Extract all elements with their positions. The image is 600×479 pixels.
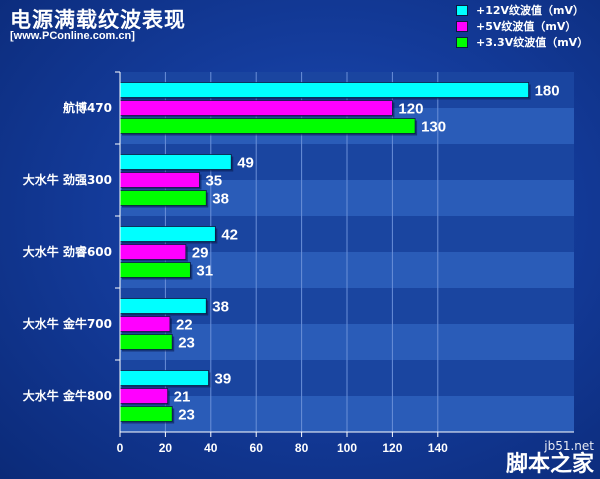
legend-item-3v3: +3.3V纹波值（mV） xyxy=(456,34,588,50)
x-tick-label: 140 xyxy=(428,441,448,455)
category-label: 大水牛 金牛800 xyxy=(23,388,112,403)
x-tick-label: 100 xyxy=(337,441,357,455)
legend-item-5v: +5V纹波值（mV） xyxy=(456,18,588,34)
bar-value-label: 21 xyxy=(174,389,191,406)
bar-value-label: 22 xyxy=(176,317,193,334)
bar xyxy=(119,118,416,134)
bar-value-label: 180 xyxy=(535,83,560,100)
bar-value-label: 29 xyxy=(192,245,209,262)
bar xyxy=(119,370,209,386)
category-label: 大水牛 金牛700 xyxy=(23,316,112,331)
bar-value-label: 23 xyxy=(178,407,195,424)
bar xyxy=(119,154,232,170)
x-tick-label: 80 xyxy=(295,441,309,455)
bar xyxy=(119,190,207,206)
category-labels: 航博470 大水牛 劲强300 大水牛 劲睿600 大水牛 金牛700 大水牛 金牛80… xyxy=(23,100,112,403)
category-label: 大水牛 劲强300 xyxy=(23,172,112,187)
bar xyxy=(119,82,530,98)
bar-value-label: 35 xyxy=(205,173,222,190)
x-tick-label: 20 xyxy=(159,441,173,455)
bar-value-label: 39 xyxy=(215,371,232,388)
bar-value-label: 23 xyxy=(178,335,195,352)
watermark: jb51.net 脚本之家 xyxy=(506,439,594,477)
x-tick-label: 40 xyxy=(204,441,218,455)
bar-value-label: 49 xyxy=(237,155,254,172)
bar xyxy=(119,226,216,242)
legend-label-12v: +12V纹波值（mV） xyxy=(476,4,585,17)
bar-value-label: 42 xyxy=(221,227,238,244)
source-label: [www.PConline.com.cn] xyxy=(10,30,135,42)
bar xyxy=(119,388,169,404)
x-tick-label: 60 xyxy=(250,441,264,455)
watermark-name: 脚本之家 xyxy=(505,452,594,477)
bar-value-label: 38 xyxy=(212,299,229,316)
bar-value-label: 120 xyxy=(398,101,423,118)
x-axis: 0 20 40 60 80 100 120 140 xyxy=(115,71,574,455)
legend: +12V纹波值（mV） +5V纹波值（mV） +3.3V纹波值（mV） xyxy=(456,2,588,50)
x-tick-label: 120 xyxy=(382,441,402,455)
legend-label-5v: +5V纹波值（mV） xyxy=(476,20,577,33)
bar xyxy=(119,100,393,116)
legend-swatch-3v3 xyxy=(456,36,468,48)
category-label: 大水牛 劲睿600 xyxy=(23,244,112,259)
bar xyxy=(119,172,200,188)
bar xyxy=(119,244,187,260)
legend-label-3v3: +3.3V纹波值（mV） xyxy=(476,36,589,49)
legend-swatch-12v xyxy=(456,4,468,16)
bar xyxy=(119,334,173,350)
bar-value-label: 38 xyxy=(212,191,229,208)
chart-title: 电源满载纹波表现 xyxy=(10,8,186,32)
legend-swatch-5v xyxy=(456,20,468,32)
watermark-site: jb51.net xyxy=(544,439,594,453)
bar xyxy=(119,406,173,422)
category-label: 航博470 xyxy=(63,100,112,115)
bar xyxy=(119,316,171,332)
bar-value-label: 130 xyxy=(421,119,446,136)
bar xyxy=(119,262,191,278)
bar-value-label: 31 xyxy=(196,263,213,280)
bar xyxy=(119,298,207,314)
x-tick-label: 0 xyxy=(117,441,124,455)
legend-item-12v: +12V纹波值（mV） xyxy=(456,2,588,18)
